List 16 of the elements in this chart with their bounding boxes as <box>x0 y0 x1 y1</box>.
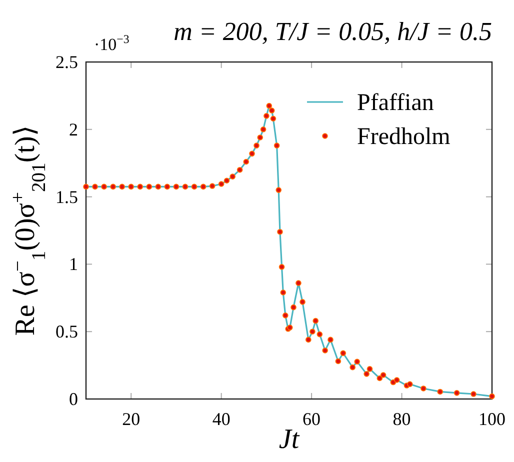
x-tick-label: 40 <box>212 409 230 429</box>
y-tick-label: 0 <box>69 389 78 409</box>
x-tick-label: 80 <box>392 409 411 429</box>
y-tick-label: 2 <box>69 119 78 140</box>
legend-label: Fredholm <box>357 124 451 150</box>
x-axis-title: Jt <box>278 424 300 455</box>
y-tick-label: 1.5 <box>56 186 78 207</box>
y-tick-label: 2.5 <box>56 52 78 72</box>
y-tick-label: 0.5 <box>56 322 78 342</box>
legend-label: Pfaffian <box>357 90 434 116</box>
y-tick-label: 1 <box>69 254 78 274</box>
x-tick-label: 60 <box>302 409 321 429</box>
x-tick-label: 100 <box>478 409 506 429</box>
chart-title: m = 200, T/J = 0.05, h/J = 0.5 <box>174 17 492 46</box>
text: ·10$^{−3}$ <box>94 32 130 54</box>
x-tick-label: 20 <box>122 409 140 429</box>
